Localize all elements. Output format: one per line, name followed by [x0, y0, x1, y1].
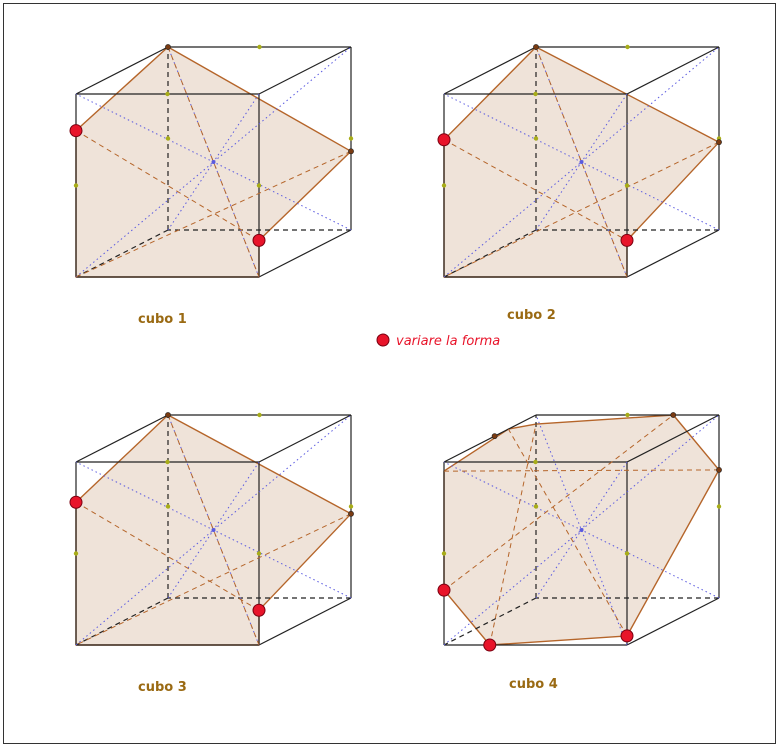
red-point-icon: [252, 603, 266, 617]
edge-midpoint: [716, 504, 722, 509]
section-diagonal: [443, 139, 628, 241]
section-vertex: [165, 412, 171, 418]
section-vertex: [716, 139, 722, 146]
section-diagonal: [443, 469, 720, 472]
edge-midpoint: [441, 183, 447, 188]
space-diagonal: [443, 414, 720, 646]
cube-edge: [258, 414, 352, 463]
cube-2-figure: [437, 44, 722, 278]
red-point-icon: [437, 583, 451, 597]
edge-midpoint: [533, 136, 539, 141]
edge-midpoint: [533, 504, 539, 509]
edge-midpoint: [348, 504, 354, 509]
edge-midpoint: [256, 183, 262, 188]
edge-midpoint: [348, 136, 354, 141]
cube-edge: [626, 414, 720, 463]
section-vertex: [670, 412, 677, 418]
cube-3-label: cubo 3: [138, 680, 187, 695]
edge-midpoint: [256, 551, 262, 556]
section-diagonal: [443, 141, 720, 278]
cube-edge: [443, 46, 537, 95]
cube-4-figure: [437, 412, 722, 652]
edge-midpoint: [625, 44, 630, 50]
edge-midpoint: [165, 91, 170, 97]
center-point: [579, 528, 584, 532]
edge-midpoint: [624, 551, 630, 556]
cube-edge: [75, 46, 169, 95]
cube-2-label: cubo 2: [507, 308, 556, 323]
edge-midpoint: [257, 44, 262, 50]
section-diagonal: [443, 414, 674, 591]
center-point: [211, 160, 216, 164]
cube-4-label: cubo 4: [509, 677, 558, 692]
edge-midpoint: [257, 412, 262, 418]
red-point-icon: [437, 133, 451, 147]
section-vertex: [533, 44, 539, 50]
cube-3-figure: [69, 412, 354, 646]
space-diagonal: [167, 46, 260, 278]
legend-text: variare la forma: [396, 334, 500, 349]
red-point-icon: [620, 233, 634, 247]
space-diagonal: [75, 414, 352, 646]
section-diagonal: [75, 513, 352, 646]
section-vertex: [348, 510, 354, 517]
edge-midpoint: [533, 459, 538, 465]
edge-midpoint: [165, 136, 171, 141]
section-vertex: [491, 433, 498, 440]
space-diagonal: [535, 414, 628, 646]
red-point-icon: [483, 638, 497, 652]
center-point: [211, 528, 216, 532]
section-diagonal: [507, 428, 628, 637]
red-point-icon: [252, 233, 266, 247]
space-diagonal: [75, 46, 352, 278]
section-vertex: [165, 44, 171, 50]
red-point-icon: [620, 629, 634, 643]
cube-1-figure: [69, 44, 354, 278]
cube-1-label: cubo 1: [138, 312, 187, 327]
edge-midpoint: [165, 459, 170, 465]
red-point-icon: [69, 495, 83, 509]
edge-midpoint: [533, 91, 538, 97]
center-point: [579, 160, 584, 164]
cube-edge: [75, 414, 169, 463]
space-diagonal: [167, 414, 260, 646]
red-point-icon: [69, 124, 83, 138]
cube-edge: [258, 46, 352, 95]
edge-midpoint: [625, 412, 630, 418]
cube-edge: [626, 46, 720, 95]
red-point-icon: [376, 333, 390, 347]
cube-edge: [443, 414, 537, 463]
section-vertex: [716, 466, 722, 473]
edge-midpoint: [165, 504, 171, 509]
edge-midpoint: [624, 183, 630, 188]
space-diagonal: [443, 46, 720, 278]
edge-midpoint: [441, 551, 447, 556]
section-diagonal: [489, 424, 537, 646]
edge-midpoint: [73, 183, 79, 188]
edge-midpoint: [73, 551, 79, 556]
space-diagonal: [535, 46, 628, 278]
cube-edge: [258, 229, 352, 278]
cube-edge: [626, 597, 720, 646]
cube-edge: [626, 229, 720, 278]
cube-edge: [258, 597, 352, 646]
section-vertex: [348, 148, 354, 155]
